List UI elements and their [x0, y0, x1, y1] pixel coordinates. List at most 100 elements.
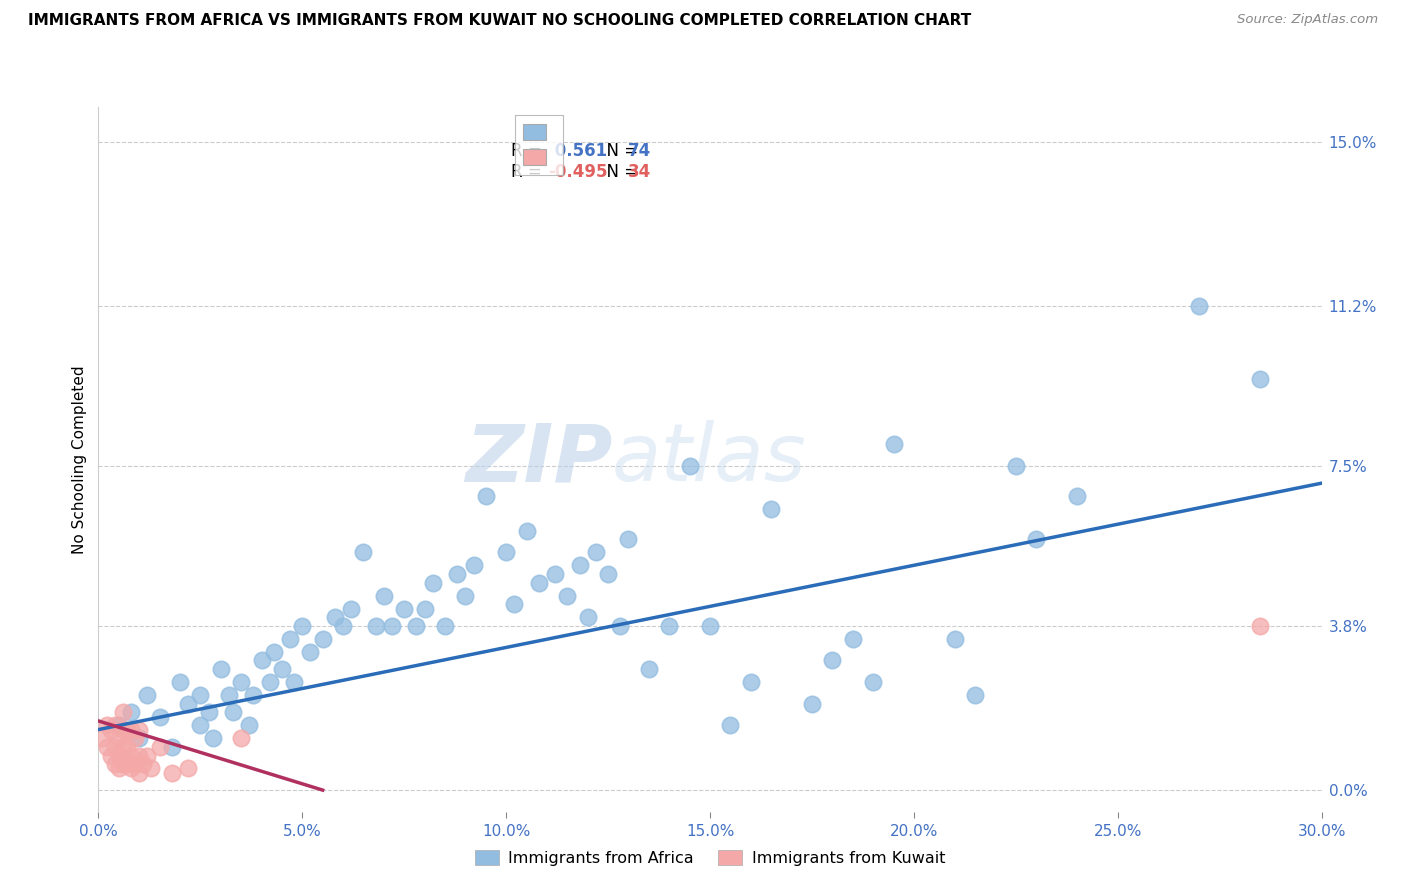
Point [100, 723, 122, 737]
Point [434, 619, 457, 633]
Text: Source: ZipAtlas.com: Source: ZipAtlas.com [1237, 13, 1378, 27]
Point [446, 566, 468, 581]
Point [104, 739, 127, 754]
Point [115, 757, 138, 772]
Point [111, 757, 134, 772]
Point [801, 697, 824, 711]
Text: 0.561: 0.561 [548, 142, 607, 160]
Point [291, 619, 314, 633]
Point [544, 566, 567, 581]
Point [149, 709, 172, 723]
Point [188, 688, 212, 702]
Point [132, 757, 155, 772]
Legend: Immigrants from Africa, Immigrants from Kuwait: Immigrants from Africa, Immigrants from … [467, 842, 953, 874]
Point [128, 765, 150, 780]
Point [638, 662, 661, 676]
Point [120, 762, 142, 776]
Point [699, 619, 721, 633]
Text: ZIP: ZIP [465, 420, 612, 499]
Point [100, 748, 122, 763]
Point [160, 739, 183, 754]
Point [108, 748, 131, 763]
Point [278, 632, 301, 646]
Point [120, 723, 142, 737]
Point [576, 610, 599, 624]
Point [160, 765, 183, 780]
Point [364, 619, 387, 633]
Point [136, 688, 159, 702]
Text: 34: 34 [628, 163, 651, 181]
Point [381, 619, 404, 633]
Point [209, 662, 232, 676]
Point [516, 524, 538, 538]
Point [340, 601, 363, 615]
Point [609, 619, 631, 633]
Point [841, 632, 863, 646]
Point [136, 748, 159, 763]
Text: 74: 74 [628, 142, 651, 160]
Point [422, 575, 444, 590]
Point [201, 731, 224, 746]
Point [617, 533, 640, 547]
Point [332, 619, 354, 633]
Point [231, 675, 253, 690]
Point [720, 718, 742, 732]
Point [115, 723, 138, 737]
Point [463, 558, 485, 573]
Point [1004, 458, 1026, 473]
Point [392, 601, 416, 615]
Y-axis label: No Schooling Completed: No Schooling Completed [72, 365, 87, 554]
Text: R =: R = [510, 142, 547, 160]
Point [128, 723, 150, 737]
Point [883, 437, 905, 451]
Point [761, 502, 783, 516]
Point [1249, 619, 1271, 633]
Point [96, 718, 118, 732]
Point [474, 489, 498, 503]
Point [283, 675, 305, 690]
Point [1188, 299, 1211, 313]
Point [1025, 533, 1047, 547]
Point [91, 731, 114, 746]
Point [250, 653, 273, 667]
Point [679, 458, 702, 473]
Point [259, 675, 281, 690]
Point [862, 675, 884, 690]
Text: N =: N = [596, 163, 644, 181]
Point [270, 662, 294, 676]
Point [177, 762, 200, 776]
Point [821, 653, 844, 667]
Point [503, 597, 526, 611]
Point [222, 706, 245, 720]
Point [108, 731, 131, 746]
Text: atlas: atlas [612, 420, 807, 499]
Point [405, 619, 427, 633]
Point [120, 706, 142, 720]
Point [312, 632, 335, 646]
Point [263, 645, 285, 659]
Point [242, 688, 264, 702]
Point [231, 731, 253, 746]
Point [1066, 489, 1088, 503]
Point [128, 731, 150, 746]
Point [352, 545, 374, 559]
Point [111, 723, 134, 737]
Point [120, 748, 142, 763]
Point [115, 739, 138, 754]
Point [197, 706, 219, 720]
Point [373, 589, 395, 603]
Point [740, 675, 762, 690]
Text: N =: N = [596, 142, 644, 160]
Text: -0.495: -0.495 [548, 163, 607, 181]
Point [454, 589, 477, 603]
Point [598, 566, 620, 581]
Point [104, 718, 127, 732]
Point [108, 718, 131, 732]
Point [149, 739, 172, 754]
Point [943, 632, 966, 646]
Point [104, 757, 127, 772]
Point [96, 739, 118, 754]
Point [124, 757, 146, 772]
Point [169, 675, 191, 690]
Point [568, 558, 591, 573]
